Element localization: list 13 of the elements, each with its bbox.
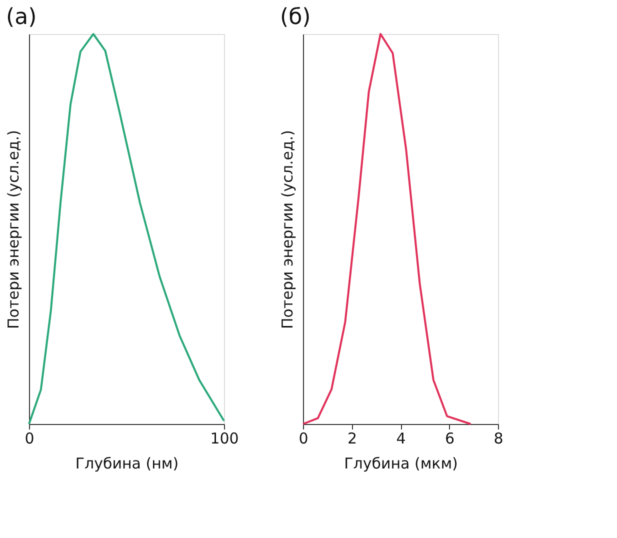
x-tick-label: 6: [444, 430, 455, 448]
x-tick-label: 2: [347, 430, 358, 448]
x-tick-label: 0: [24, 430, 34, 448]
x-tick-label: 100: [210, 430, 239, 448]
x-tick-label: 8: [494, 430, 504, 448]
x-axis-title: Глубина (мкм): [344, 454, 458, 472]
y-axis-title: Потери энергии (усл.ед.): [4, 130, 22, 329]
y-axis-title: Потери энергии (усл.ед.): [278, 130, 296, 329]
x-axis-title: Глубина (нм): [75, 454, 179, 472]
chart-title: (a): [6, 5, 37, 30]
chart-title: (б): [280, 5, 311, 30]
x-tick-label: 4: [396, 430, 406, 448]
x-tick-label: 0: [298, 430, 308, 448]
